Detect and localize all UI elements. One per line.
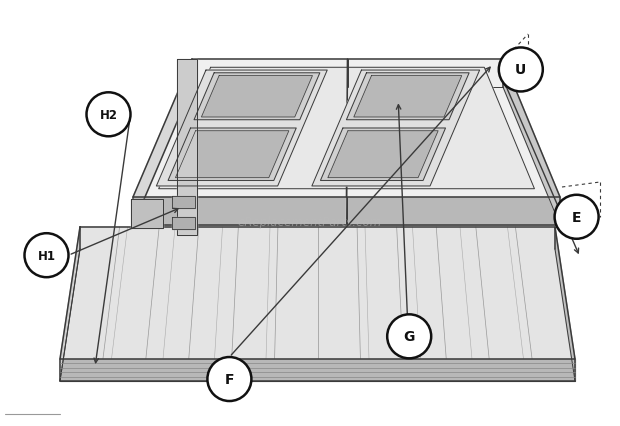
Polygon shape: [175, 132, 289, 178]
Text: H2: H2: [99, 109, 118, 121]
Circle shape: [87, 93, 130, 137]
Polygon shape: [133, 198, 560, 225]
Polygon shape: [168, 129, 296, 181]
Polygon shape: [131, 199, 163, 228]
Polygon shape: [133, 60, 560, 198]
Text: F: F: [224, 372, 234, 386]
Circle shape: [208, 357, 251, 401]
Polygon shape: [312, 71, 480, 187]
Text: H1: H1: [37, 249, 56, 262]
Polygon shape: [321, 129, 446, 181]
Polygon shape: [177, 60, 197, 236]
Text: eReplacementParts.com: eReplacementParts.com: [238, 215, 382, 228]
Circle shape: [499, 48, 542, 92]
Text: U: U: [515, 63, 526, 77]
Polygon shape: [555, 227, 575, 381]
Polygon shape: [159, 68, 534, 189]
Polygon shape: [60, 359, 575, 381]
Polygon shape: [503, 60, 560, 225]
Text: E: E: [572, 210, 582, 224]
Polygon shape: [354, 76, 462, 118]
Polygon shape: [328, 132, 438, 178]
Circle shape: [555, 195, 598, 239]
Polygon shape: [133, 60, 192, 225]
Polygon shape: [194, 74, 320, 121]
Polygon shape: [156, 71, 327, 187]
Circle shape: [25, 233, 68, 278]
Polygon shape: [172, 218, 195, 230]
Polygon shape: [60, 227, 575, 359]
Text: G: G: [404, 330, 415, 343]
Circle shape: [388, 314, 431, 359]
Polygon shape: [202, 76, 312, 118]
Polygon shape: [347, 74, 469, 121]
Polygon shape: [60, 227, 80, 381]
Polygon shape: [172, 196, 195, 208]
